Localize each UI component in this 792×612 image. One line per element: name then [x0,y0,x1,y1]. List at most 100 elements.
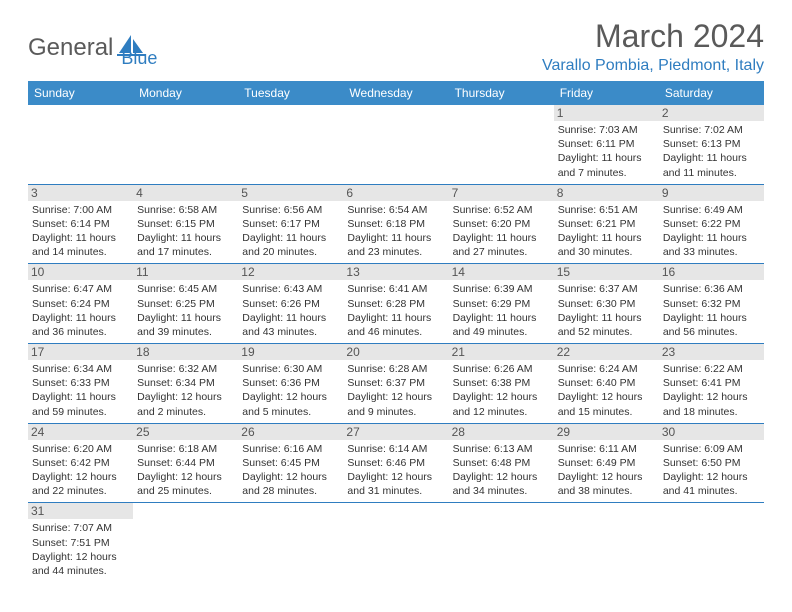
calendar-cell [449,503,554,582]
day-detail: Sunset: 6:37 PM [347,376,444,390]
day-detail: Daylight: 12 hours [558,390,655,404]
day-detail: Sunrise: 6:24 AM [558,362,655,376]
calendar-cell: 18Sunrise: 6:32 AMSunset: 6:34 PMDayligh… [133,344,238,424]
day-detail: Sunset: 6:46 PM [347,456,444,470]
day-detail: Sunset: 6:32 PM [663,297,760,311]
calendar-cell [343,105,448,184]
day-detail: and 59 minutes. [32,405,129,419]
day-detail: Daylight: 11 hours [32,311,129,325]
month-title: March 2024 [542,18,764,55]
day-detail: Daylight: 11 hours [663,231,760,245]
calendar-cell: 26Sunrise: 6:16 AMSunset: 6:45 PMDayligh… [238,423,343,503]
header: General Blue March 2024 Varallo Pombia, … [28,18,764,75]
day-detail: Sunrise: 6:13 AM [453,442,550,456]
day-detail: Daylight: 11 hours [558,311,655,325]
day-detail: Daylight: 11 hours [242,311,339,325]
day-detail: Sunrise: 6:56 AM [242,203,339,217]
calendar-row: 17Sunrise: 6:34 AMSunset: 6:33 PMDayligh… [28,344,764,424]
day-detail: Sunrise: 6:43 AM [242,282,339,296]
day-number: 22 [554,344,659,360]
day-detail: Sunrise: 6:49 AM [663,203,760,217]
day-detail: Daylight: 12 hours [453,390,550,404]
day-detail: Sunset: 6:20 PM [453,217,550,231]
calendar-cell [343,503,448,582]
day-detail: Sunrise: 6:28 AM [347,362,444,376]
day-detail: Sunrise: 6:09 AM [663,442,760,456]
day-detail: Sunrise: 6:41 AM [347,282,444,296]
calendar-cell: 6Sunrise: 6:54 AMSunset: 6:18 PMDaylight… [343,184,448,264]
logo-word2: Blue [121,48,157,68]
day-number: 29 [554,424,659,440]
day-number: 6 [343,185,448,201]
day-detail: Sunrise: 7:07 AM [32,521,129,535]
calendar-cell: 30Sunrise: 6:09 AMSunset: 6:50 PMDayligh… [659,423,764,503]
day-detail: Sunrise: 6:22 AM [663,362,760,376]
calendar-cell: 20Sunrise: 6:28 AMSunset: 6:37 PMDayligh… [343,344,448,424]
day-header: Tuesday [238,81,343,105]
calendar-cell: 3Sunrise: 7:00 AMSunset: 6:14 PMDaylight… [28,184,133,264]
day-detail: and 27 minutes. [453,245,550,259]
day-detail: and 30 minutes. [558,245,655,259]
calendar-cell: 23Sunrise: 6:22 AMSunset: 6:41 PMDayligh… [659,344,764,424]
day-detail: Sunset: 6:14 PM [32,217,129,231]
day-detail: Sunset: 6:36 PM [242,376,339,390]
day-header: Thursday [449,81,554,105]
calendar-cell [133,105,238,184]
day-detail: and 14 minutes. [32,245,129,259]
day-detail: Sunset: 6:26 PM [242,297,339,311]
calendar-row: 3Sunrise: 7:00 AMSunset: 6:14 PMDaylight… [28,184,764,264]
day-detail: Daylight: 11 hours [137,231,234,245]
title-block: March 2024 Varallo Pombia, Piedmont, Ita… [542,18,764,75]
day-number: 10 [28,264,133,280]
day-detail: Sunset: 6:28 PM [347,297,444,311]
calendar-row: 10Sunrise: 6:47 AMSunset: 6:24 PMDayligh… [28,264,764,344]
day-detail: Sunrise: 6:37 AM [558,282,655,296]
day-detail: Daylight: 12 hours [663,470,760,484]
day-header-row: SundayMondayTuesdayWednesdayThursdayFrid… [28,81,764,105]
day-detail: Sunrise: 7:02 AM [663,123,760,137]
day-detail: Sunrise: 6:20 AM [32,442,129,456]
day-detail: Daylight: 11 hours [453,311,550,325]
day-header: Monday [133,81,238,105]
day-detail: Daylight: 12 hours [137,470,234,484]
day-detail: and 49 minutes. [453,325,550,339]
calendar-cell: 15Sunrise: 6:37 AMSunset: 6:30 PMDayligh… [554,264,659,344]
day-detail: Sunrise: 6:52 AM [453,203,550,217]
day-number: 27 [343,424,448,440]
calendar-cell: 25Sunrise: 6:18 AMSunset: 6:44 PMDayligh… [133,423,238,503]
day-detail: Sunset: 7:51 PM [32,536,129,550]
day-number: 14 [449,264,554,280]
day-detail: and 39 minutes. [137,325,234,339]
day-detail: Sunset: 6:17 PM [242,217,339,231]
day-number: 26 [238,424,343,440]
day-header: Friday [554,81,659,105]
day-detail: Sunset: 6:49 PM [558,456,655,470]
day-detail: and 22 minutes. [32,484,129,498]
calendar-cell: 16Sunrise: 6:36 AMSunset: 6:32 PMDayligh… [659,264,764,344]
day-detail: Sunset: 6:34 PM [137,376,234,390]
day-detail: Sunrise: 6:51 AM [558,203,655,217]
day-number: 17 [28,344,133,360]
day-number: 7 [449,185,554,201]
calendar-cell: 19Sunrise: 6:30 AMSunset: 6:36 PMDayligh… [238,344,343,424]
day-detail: Daylight: 12 hours [453,470,550,484]
day-detail: Sunrise: 6:58 AM [137,203,234,217]
day-detail: Daylight: 11 hours [242,231,339,245]
day-detail: and 12 minutes. [453,405,550,419]
calendar-cell: 9Sunrise: 6:49 AMSunset: 6:22 PMDaylight… [659,184,764,264]
calendar-cell: 12Sunrise: 6:43 AMSunset: 6:26 PMDayligh… [238,264,343,344]
day-detail: Daylight: 11 hours [32,231,129,245]
day-detail: Sunrise: 6:18 AM [137,442,234,456]
day-detail: and 25 minutes. [137,484,234,498]
day-detail: and 23 minutes. [347,245,444,259]
calendar-cell: 28Sunrise: 6:13 AMSunset: 6:48 PMDayligh… [449,423,554,503]
calendar-cell: 5Sunrise: 6:56 AMSunset: 6:17 PMDaylight… [238,184,343,264]
day-detail: and 38 minutes. [558,484,655,498]
calendar-cell [238,105,343,184]
day-detail: Sunrise: 6:16 AM [242,442,339,456]
day-detail: and 31 minutes. [347,484,444,498]
calendar-cell [554,503,659,582]
day-detail: Sunrise: 6:34 AM [32,362,129,376]
calendar-cell [659,503,764,582]
day-number: 31 [28,503,133,519]
